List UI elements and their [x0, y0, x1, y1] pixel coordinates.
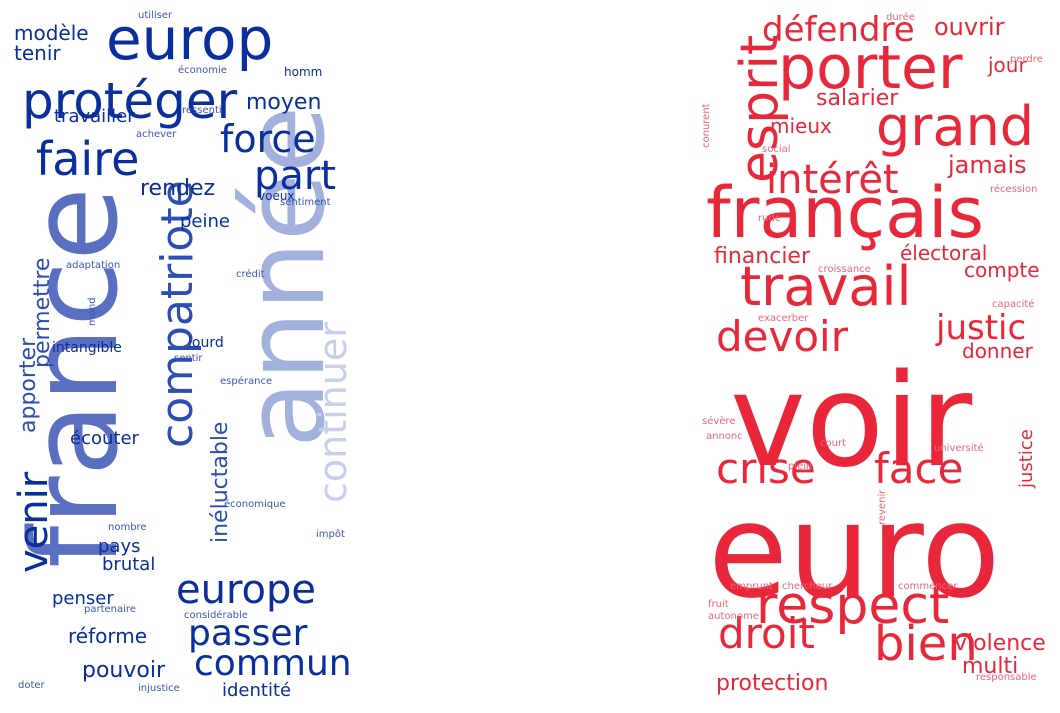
word-right: annonc — [706, 431, 743, 442]
word-left: adaptation — [66, 260, 121, 271]
word-right: protection — [716, 671, 829, 696]
word-left: apporter — [16, 337, 41, 433]
word-right: commencer — [898, 581, 958, 592]
word-right: revenir — [877, 489, 888, 525]
word-right: récession — [990, 184, 1038, 195]
word-right: droit — [718, 609, 815, 658]
word-left: sentir — [174, 353, 203, 364]
word-left: peine — [180, 211, 230, 232]
word-left: utiliser — [138, 10, 173, 21]
word-left: considérable — [184, 610, 248, 621]
word-right: fruit — [708, 599, 729, 610]
word-right: chercheur — [782, 581, 833, 592]
word-right: voir — [730, 347, 973, 496]
word-left: doter — [18, 680, 45, 691]
word-left: partenaire — [84, 604, 136, 615]
word-right: salarier — [816, 86, 899, 111]
word-left: économie — [178, 65, 227, 76]
word-left: force — [220, 117, 316, 161]
word-left: pays — [98, 536, 141, 557]
word-left: identité — [222, 680, 292, 701]
word-right: intérêt — [766, 157, 899, 203]
word-left: pouvoir — [82, 658, 166, 683]
word-right: croissance — [818, 264, 871, 275]
word-left: impôt — [316, 529, 345, 540]
word-right: plein — [788, 461, 813, 472]
word-right: multi — [962, 654, 1019, 679]
word-left: passer — [188, 613, 308, 654]
word-right: conurent — [701, 103, 712, 148]
word-left: achever — [136, 129, 177, 140]
word-left: espérance — [220, 376, 273, 387]
word-left: faire — [36, 132, 140, 186]
word-right: euro — [708, 475, 1001, 627]
word-right: violence — [954, 631, 1046, 656]
word-left: économique — [224, 499, 286, 510]
word-left: commun — [194, 643, 352, 684]
word-right: justic — [936, 308, 1027, 348]
word-left: penser — [52, 588, 114, 609]
word-right: devoir — [716, 312, 848, 361]
word-right: travail — [740, 255, 912, 318]
word-right: mieux — [770, 114, 832, 138]
word-right: emprunt — [730, 581, 773, 592]
word-left: protéger — [22, 72, 238, 130]
word-left: ressenti — [182, 105, 222, 116]
word-left: écouter — [70, 428, 139, 449]
word-right: social — [762, 144, 791, 155]
word-left: moyen — [246, 90, 322, 115]
word-left: intangible — [52, 340, 122, 356]
word-right: responsable — [976, 672, 1037, 683]
word-right: rude — [758, 213, 781, 224]
word-right: bien — [874, 616, 978, 672]
word-left: rendez — [140, 176, 216, 201]
word-right: français — [706, 172, 984, 254]
word-left: voeux — [258, 189, 295, 203]
word-left: réforme — [68, 624, 148, 648]
word-left: continuer — [311, 322, 355, 503]
word-right: université — [934, 443, 984, 454]
word-right: sévère — [702, 416, 736, 427]
word-right: donner — [962, 339, 1033, 363]
word-left: homm — [284, 65, 323, 79]
word-left: europ — [106, 8, 274, 73]
word-right: défendre — [762, 10, 915, 50]
word-right: face — [874, 444, 964, 493]
word-right: compte — [964, 258, 1040, 282]
word-left: brutal — [102, 554, 156, 575]
word-right: grand — [876, 95, 1035, 158]
word-left: part — [254, 153, 337, 199]
word-left: injustice — [138, 683, 180, 694]
word-right: exacerber — [758, 313, 809, 324]
word-right: court — [820, 438, 846, 449]
word-left: modèle — [14, 21, 89, 45]
word-left: crédit — [236, 269, 265, 280]
word-left: inéluctable — [208, 421, 233, 543]
word-right: perdre — [1010, 54, 1043, 65]
word-left: travailler — [54, 106, 135, 127]
word-right: électoral — [900, 241, 988, 265]
word-left: lourd — [188, 335, 224, 351]
word-left: tenir — [14, 41, 61, 65]
word-right: financier — [714, 244, 811, 269]
word-cloud-right: voir euro porter grand français travail esprit… — [700, 8, 1050, 708]
word-cloud-left: france année europ protéger faire force part eu… — [8, 8, 358, 708]
word-right: porter — [778, 33, 963, 103]
word-right: capacité — [992, 299, 1035, 310]
word-right: ouvrir — [934, 13, 1005, 41]
word-right: justice — [1016, 429, 1037, 488]
word-left: europe — [176, 567, 316, 613]
word-left: venir — [11, 471, 57, 573]
word-right: durée — [886, 12, 915, 23]
word-left: nombre — [108, 522, 147, 533]
word-right: jamais — [948, 151, 1027, 179]
word-right: jour — [988, 53, 1027, 77]
word-right: respect — [756, 576, 950, 636]
word-right: autonome — [708, 611, 759, 622]
word-left: mond — [87, 297, 98, 326]
word-right: crise — [716, 444, 816, 493]
word-left: sentiment — [280, 197, 331, 208]
